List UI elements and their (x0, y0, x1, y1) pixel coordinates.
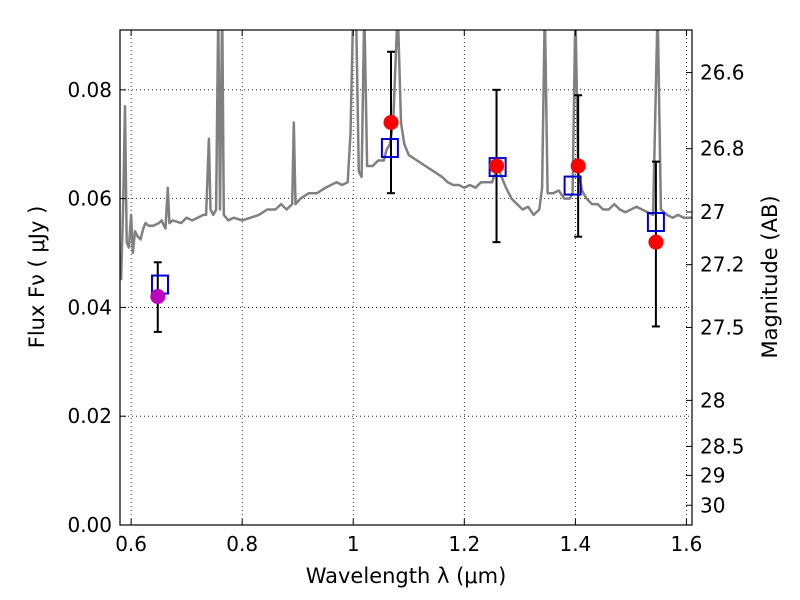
y-tick-label: 0.06 (67, 187, 112, 211)
observed-flux-point (150, 289, 166, 305)
magnitude-tick-label: 29 (700, 463, 725, 487)
magnitude-tick-label: 28.5 (700, 434, 745, 458)
model-spectrum-line (120, 30, 692, 281)
y-tick-label: 0.08 (67, 78, 112, 102)
observed-flux-point (383, 114, 399, 130)
magnitude-axis-ticks: 26.6 26.8 27 27.2 27.5 28 28.5 29 30 (686, 61, 745, 517)
x-tick-label: 1 (347, 532, 360, 556)
y-axis-ticks: 0.00 0.02 0.04 0.06 0.08 (67, 78, 126, 537)
x-axis-ticks: 0.6 0.8 1 1.2 1.4 1.6 (115, 30, 702, 556)
magnitude-tick-label: 28 (700, 388, 725, 412)
observed-flux-point (570, 158, 586, 174)
y-tick-label: 0.04 (67, 295, 112, 319)
magnitude-tick-label: 27 (700, 200, 725, 224)
x-tick-label: 1.6 (671, 532, 703, 556)
y-axis-label: Flux Fν ( μJy ) (25, 206, 49, 349)
model-photometry-square (563, 175, 582, 196)
observed-flux-point (648, 234, 664, 250)
y-tick-label: 0.02 (67, 404, 112, 428)
y-tick-label: 0.00 (67, 513, 112, 537)
model-photometry-square (380, 138, 399, 159)
magnitude-tick-label: 27.5 (700, 316, 745, 340)
plot-background (120, 30, 692, 525)
data-marks (150, 50, 665, 333)
x-tick-label: 0.6 (115, 532, 147, 556)
plot-frame (119, 29, 693, 526)
x-tick-label: 0.8 (226, 532, 258, 556)
x-tick-label: 1.2 (448, 532, 480, 556)
x-axis-label: Wavelength λ (μm) (306, 564, 507, 588)
magnitude-tick-label: 26.6 (700, 61, 745, 85)
magnitude-tick-label: 26.8 (700, 137, 745, 161)
x-tick-label: 1.4 (559, 532, 591, 556)
magnitude-tick-label: 27.2 (700, 253, 745, 277)
magnitude-tick-label: 30 (700, 493, 725, 517)
observed-flux-point (489, 158, 505, 174)
model-photometry-square (646, 212, 665, 233)
magnitude-axis-label: Magnitude (AB) (758, 195, 782, 358)
